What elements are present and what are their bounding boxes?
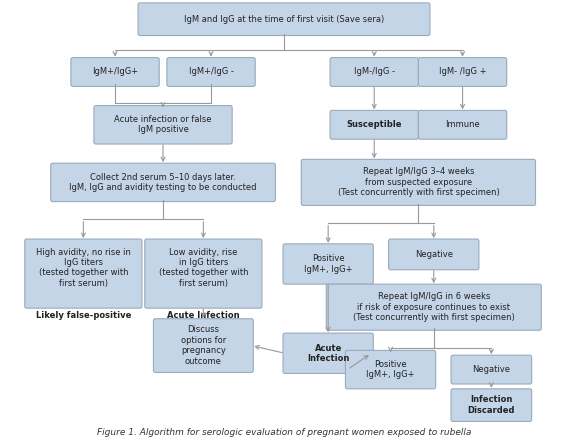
Text: Acute Infection: Acute Infection [167, 310, 240, 320]
Text: IgM-/IgG -: IgM-/IgG - [354, 67, 395, 76]
FancyBboxPatch shape [283, 244, 373, 284]
FancyBboxPatch shape [167, 58, 255, 86]
FancyBboxPatch shape [138, 3, 430, 36]
Text: Positive
IgM+, IgG+: Positive IgM+, IgG+ [366, 360, 415, 379]
Text: Positive
IgM+, IgG+: Positive IgM+, IgG+ [304, 254, 352, 274]
FancyBboxPatch shape [330, 58, 419, 86]
FancyBboxPatch shape [451, 355, 532, 384]
Text: IgM+/IgG+: IgM+/IgG+ [92, 67, 138, 76]
Text: Acute
Infection: Acute Infection [307, 344, 349, 363]
FancyBboxPatch shape [145, 239, 262, 308]
Text: Likely false-positive: Likely false-positive [36, 310, 131, 320]
FancyBboxPatch shape [153, 319, 253, 373]
FancyBboxPatch shape [345, 351, 436, 389]
FancyBboxPatch shape [283, 333, 373, 374]
Text: IgM and IgG at the time of first visit (Save sera): IgM and IgG at the time of first visit (… [184, 15, 384, 24]
Text: Acute infection or false
IgM positive: Acute infection or false IgM positive [114, 115, 212, 135]
Text: Discuss
options for
pregnancy
outcome: Discuss options for pregnancy outcome [181, 325, 226, 366]
Text: Negative: Negative [415, 250, 453, 259]
FancyBboxPatch shape [419, 58, 507, 86]
Text: Low avidity, rise
in IgG titers
(tested together with
first serum): Low avidity, rise in IgG titers (tested … [158, 247, 248, 288]
FancyBboxPatch shape [419, 110, 507, 139]
Text: Figure 1. Algorithm for serologic evaluation of pregnant women exposed to rubell: Figure 1. Algorithm for serologic evalua… [97, 428, 471, 437]
Text: Infection
Discarded: Infection Discarded [467, 396, 515, 415]
Text: IgM- /IgG +: IgM- /IgG + [439, 67, 486, 76]
Text: Negative: Negative [473, 365, 511, 374]
FancyBboxPatch shape [94, 105, 232, 144]
Text: Susceptible: Susceptible [346, 120, 402, 129]
Text: Collect 2nd serum 5–10 days later.
IgM, IgG and avidity testing to be conducted: Collect 2nd serum 5–10 days later. IgM, … [69, 173, 257, 192]
FancyBboxPatch shape [451, 389, 532, 422]
FancyBboxPatch shape [71, 58, 159, 86]
FancyBboxPatch shape [326, 284, 541, 330]
Text: Immune: Immune [445, 120, 480, 129]
Text: High avidity, no rise in
IgG titers
(tested together with
first serum): High avidity, no rise in IgG titers (tes… [36, 247, 131, 288]
Text: IgM+/IgG -: IgM+/IgG - [189, 67, 233, 76]
FancyBboxPatch shape [330, 110, 419, 139]
FancyBboxPatch shape [301, 159, 536, 206]
Text: Repeat IgM/IgG 3–4 weeks
from suspected exposure
(Test concurrently with first s: Repeat IgM/IgG 3–4 weeks from suspected … [337, 168, 499, 197]
FancyBboxPatch shape [51, 163, 275, 202]
FancyBboxPatch shape [389, 239, 479, 270]
Text: Repeat IgM/IgG in 6 weeks
if risk of exposure continues to exist
(Test concurren: Repeat IgM/IgG in 6 weeks if risk of exp… [353, 292, 515, 322]
FancyBboxPatch shape [25, 239, 142, 308]
